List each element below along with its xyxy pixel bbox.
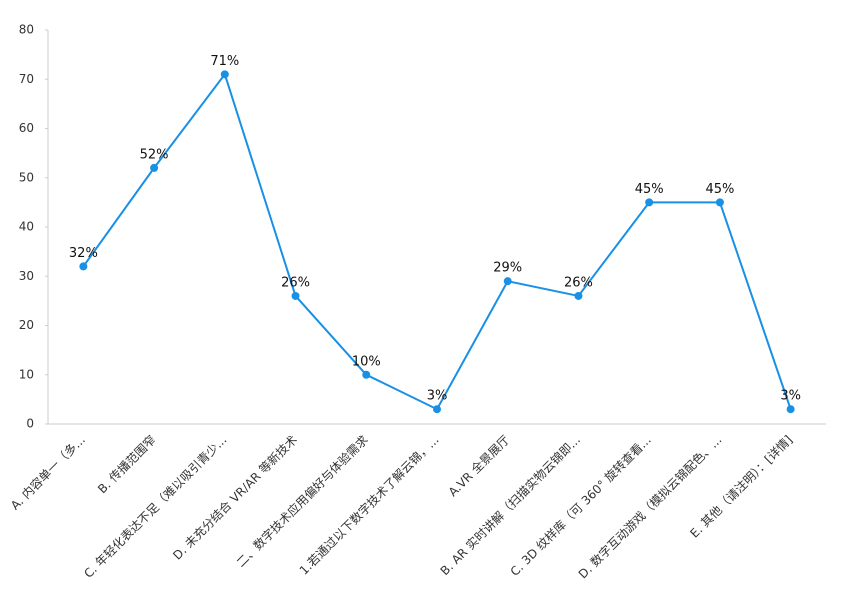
y-tick-label: 80 xyxy=(19,23,34,37)
point xyxy=(715,198,724,207)
data-label: 3% xyxy=(780,389,801,404)
data-label: 26% xyxy=(564,275,593,290)
x-tick-label: D. 未充分结合 VR/AR 等新技术 xyxy=(170,432,301,563)
x-tick-label: B. 传播范围窄 xyxy=(94,432,158,496)
y-tick-label: 30 xyxy=(19,269,34,283)
x-tick-label: D. 数字互动游戏（模拟云锦配色、... xyxy=(575,432,724,581)
point xyxy=(503,277,512,286)
data-label: 29% xyxy=(493,261,522,276)
line xyxy=(82,72,792,411)
data-label: 45% xyxy=(635,182,664,197)
point xyxy=(79,262,88,271)
y-tick-label: 60 xyxy=(19,121,34,135)
point xyxy=(362,370,371,379)
y-tick-label: 0 xyxy=(26,417,34,431)
point xyxy=(291,291,300,300)
point xyxy=(433,405,441,414)
x-tick-label: 二、数字技术应用偏好与体验需求 xyxy=(233,432,371,570)
point xyxy=(786,405,795,414)
point xyxy=(574,291,583,300)
point xyxy=(150,163,159,172)
data-label: 26% xyxy=(281,275,310,290)
x-tick-label: C. 年轻化表达不足（难以吸引青少... xyxy=(81,433,229,581)
point xyxy=(645,198,654,207)
x-tick-label: C. 3D 纹样库（可 360° 旋转查看... xyxy=(507,432,654,579)
x-tick-label: A. 内容单一（多... xyxy=(7,432,88,513)
x-tick-label: A.VR 全景展厅 xyxy=(445,432,512,499)
y-tick-label: 40 xyxy=(19,220,34,234)
data-label: 71% xyxy=(210,54,239,69)
data-label: 10% xyxy=(352,354,381,369)
data-label: 45% xyxy=(705,182,734,197)
data-label: 52% xyxy=(140,147,169,162)
point xyxy=(220,70,229,79)
y-tick-label: 20 xyxy=(19,318,34,332)
x-tick-label: 1.若通过以下数字技术了解云锦，... xyxy=(296,432,442,578)
data-label: 3% xyxy=(427,389,448,404)
y-tick-label: 10 xyxy=(19,367,34,381)
y-tick-label: 50 xyxy=(19,170,34,184)
data-label: 32% xyxy=(69,246,98,261)
y-tick-label: 70 xyxy=(19,72,34,86)
x-tick-label: B. AR 实时讲解（扫描实物云锦即... xyxy=(437,432,583,578)
